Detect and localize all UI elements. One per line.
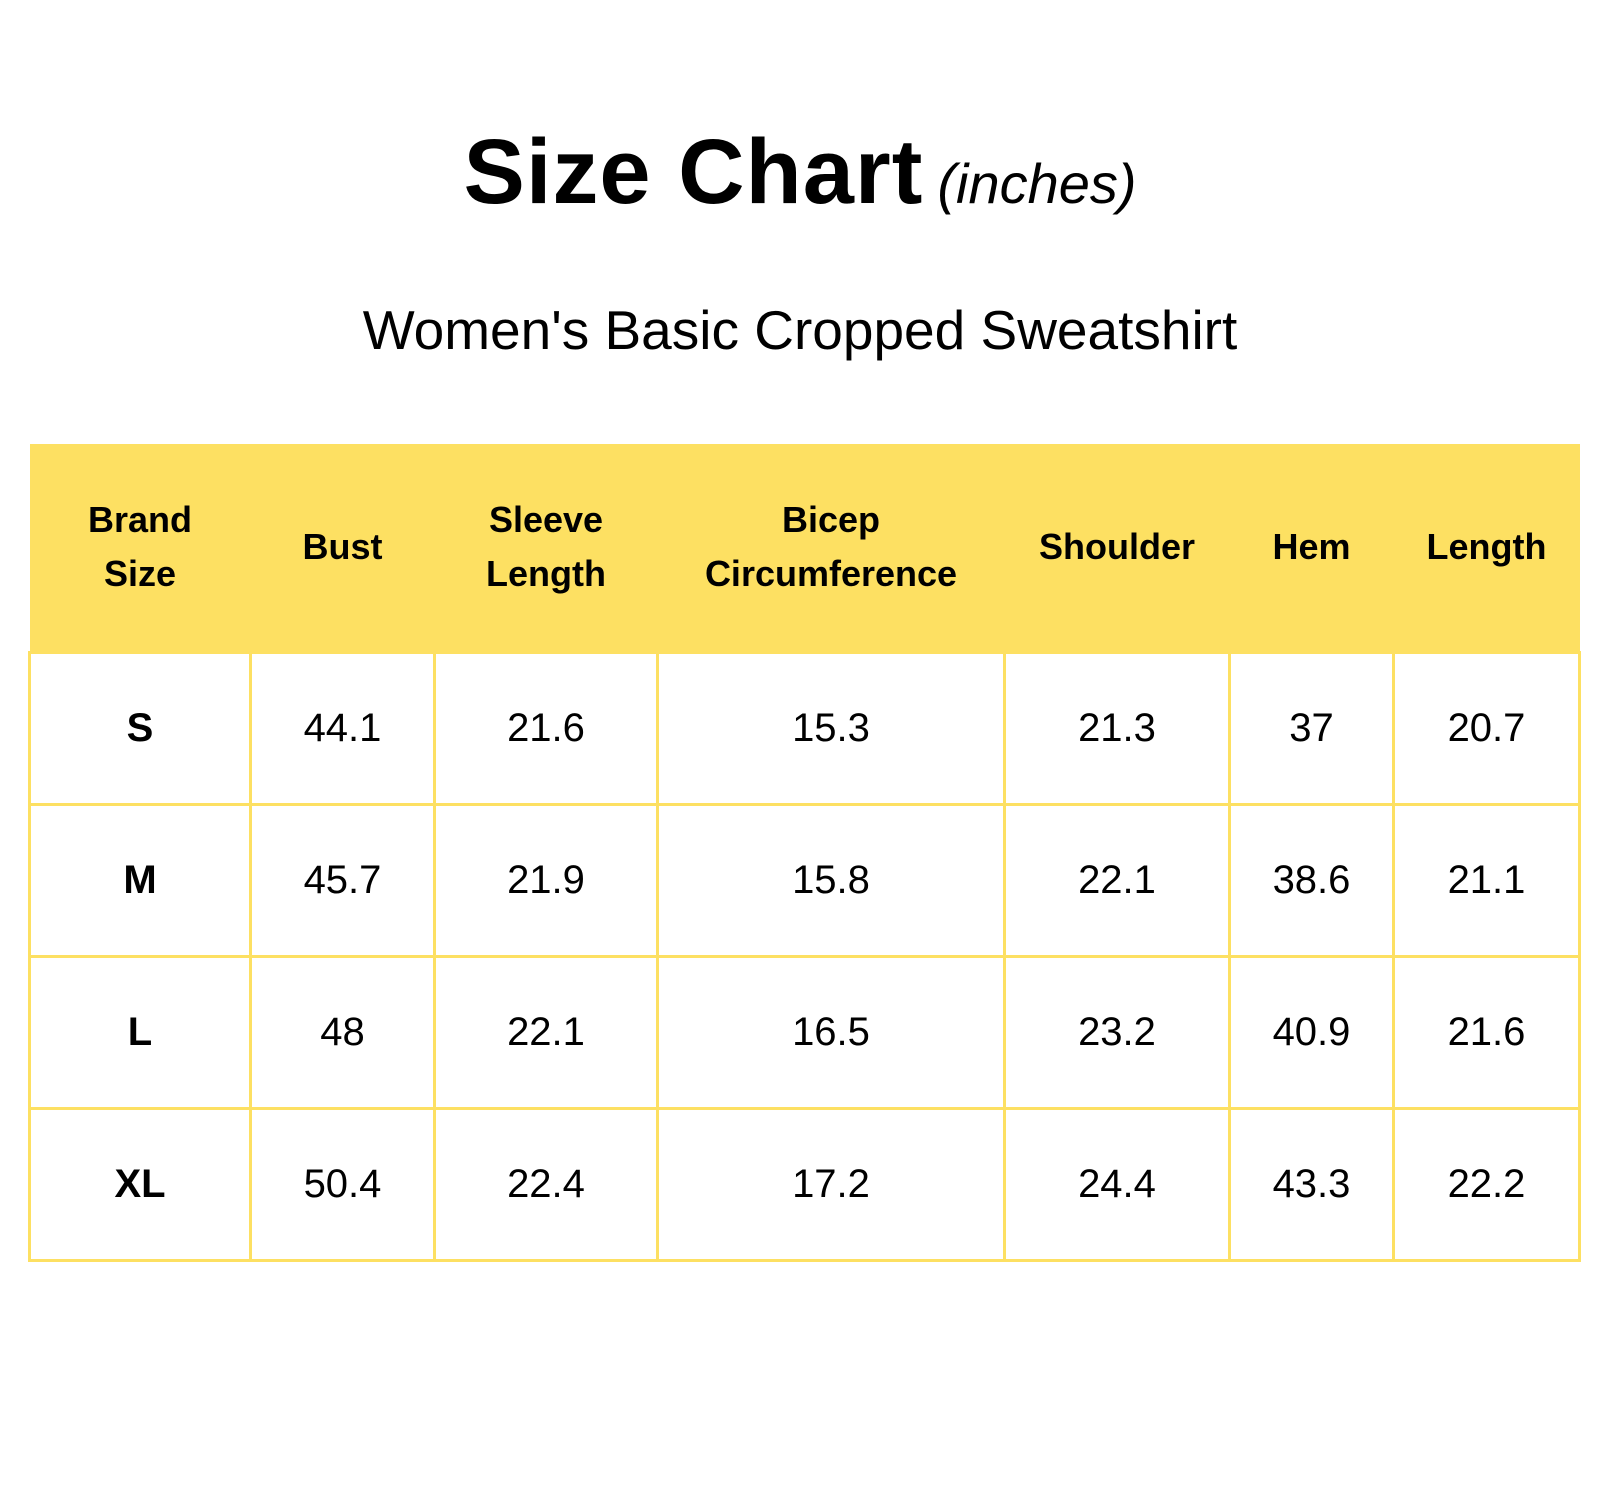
header-length: Length: [1394, 444, 1580, 652]
table-row: S 44.1 21.6 15.3 21.3 37 20.7: [28, 650, 1581, 806]
size-cell: S: [28, 650, 252, 806]
header-label-line: Brand: [87, 499, 192, 541]
header-label-line: Length: [486, 553, 606, 595]
header-bicep-circumference: Bicep Circumference: [658, 444, 1005, 652]
page-title: Size Chart (inches): [0, 120, 1600, 225]
length-cell: 21.6: [1392, 954, 1581, 1110]
header-label-line: Bicep: [781, 499, 881, 541]
header-hem: Hem: [1230, 444, 1394, 652]
size-table-container: Brand Size Bust Sleeve Length Bicep Circ…: [28, 444, 1581, 1262]
header-bust: Bust: [251, 444, 435, 652]
bicep-cell: 15.8: [656, 802, 1006, 958]
length-cell: 22.2: [1392, 1106, 1581, 1262]
hem-cell: 38.6: [1228, 802, 1395, 958]
product-name: Women's Basic Cropped Sweatshirt: [362, 299, 1238, 361]
length-cell: 20.7: [1392, 650, 1581, 806]
length-cell: 21.1: [1392, 802, 1581, 958]
bust-cell: 50.4: [249, 1106, 436, 1262]
header-brand-size: Brand Size: [30, 444, 251, 652]
header-label-line: Size: [103, 553, 177, 595]
title-unit: (inches): [937, 152, 1137, 215]
sleeve-length-cell: 22.1: [433, 954, 659, 1110]
title-main: Size Chart: [463, 121, 924, 223]
size-cell: L: [28, 954, 252, 1110]
bust-cell: 48: [249, 954, 436, 1110]
bicep-cell: 16.5: [656, 954, 1006, 1110]
hem-cell: 43.3: [1228, 1106, 1395, 1262]
shoulder-cell: 24.4: [1003, 1106, 1231, 1262]
table-row: L 48 22.1 16.5 23.2 40.9 21.6: [28, 954, 1581, 1110]
header-label-line: Bust: [302, 526, 383, 568]
shoulder-cell: 21.3: [1003, 650, 1231, 806]
header-label-line: Sleeve: [488, 499, 604, 541]
hem-cell: 37: [1228, 650, 1395, 806]
header-label-line: Shoulder: [1038, 526, 1195, 568]
sleeve-length-cell: 21.9: [433, 802, 659, 958]
sleeve-length-cell: 21.6: [433, 650, 659, 806]
header-sleeve-length: Sleeve Length: [435, 444, 658, 652]
header-label-line: Circumference: [704, 553, 958, 595]
shoulder-cell: 23.2: [1003, 954, 1231, 1110]
size-cell: XL: [28, 1106, 252, 1262]
table-row: XL 50.4 22.4 17.2 24.4 43.3 22.2: [28, 1106, 1581, 1262]
sleeve-length-cell: 22.4: [433, 1106, 659, 1262]
header-shoulder: Shoulder: [1005, 444, 1230, 652]
hem-cell: 40.9: [1228, 954, 1395, 1110]
header-row: Brand Size Bust Sleeve Length Bicep Circ…: [29, 444, 1580, 652]
bicep-cell: 17.2: [656, 1106, 1006, 1262]
size-table: Brand Size Bust Sleeve Length Bicep Circ…: [28, 444, 1581, 1262]
shoulder-cell: 22.1: [1003, 802, 1231, 958]
size-cell: M: [28, 802, 252, 958]
bicep-cell: 15.3: [656, 650, 1006, 806]
bust-cell: 44.1: [249, 650, 436, 806]
table-row: M 45.7 21.9 15.8 22.1 38.6 21.1: [28, 802, 1581, 958]
header-label-line: Hem: [1272, 526, 1351, 568]
bust-cell: 45.7: [249, 802, 436, 958]
header-label-line: Length: [1426, 526, 1547, 568]
